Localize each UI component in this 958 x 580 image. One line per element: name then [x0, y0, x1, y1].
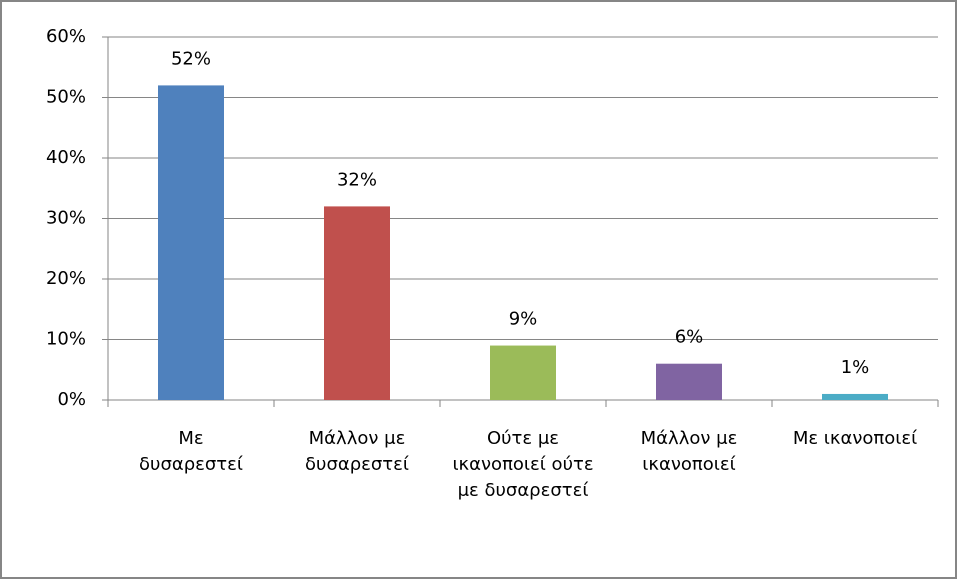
data-label: 6% — [675, 327, 704, 348]
x-tick-label: Με δυσαρεστεί — [139, 428, 243, 475]
x-tick-label: Μάλλον με δυσαρεστεί — [305, 428, 409, 475]
y-tick-label: 10% — [46, 329, 86, 350]
x-tick-label: Με ικανοποιεί — [792, 428, 918, 449]
data-label: 32% — [337, 169, 377, 190]
y-tick-label: 20% — [46, 268, 86, 289]
y-tick-label: 40% — [46, 147, 86, 168]
x-tick-label: Μάλλον με ικανοποιεί — [640, 428, 738, 475]
x-tick-label: Ούτε με ικανοποιεί ούτε με δυσαρεστεί — [452, 428, 594, 501]
y-tick-label: 30% — [46, 208, 86, 229]
data-label: 52% — [171, 48, 211, 69]
y-tick-label: 60% — [46, 26, 86, 47]
bar — [490, 345, 556, 400]
y-tick-label: 50% — [46, 87, 86, 108]
data-label: 1% — [841, 357, 870, 378]
bar — [822, 393, 888, 400]
data-label: 9% — [509, 309, 538, 330]
bar — [158, 85, 224, 401]
bar — [324, 206, 390, 400]
y-tick-label: 0% — [57, 389, 86, 410]
bar — [656, 363, 722, 400]
